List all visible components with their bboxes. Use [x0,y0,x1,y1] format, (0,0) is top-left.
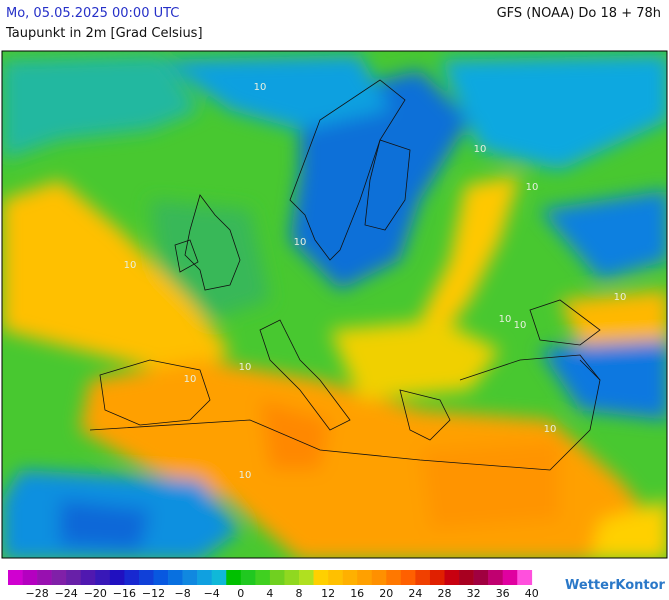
legend-swatch [95,570,111,585]
legend-swatch [226,570,242,585]
legend-tick-label: −24 [55,587,78,600]
legend-tick-label: 8 [296,587,303,600]
legend-tick-label: 32 [467,587,481,600]
legend-swatch [400,570,416,585]
legend-tick-label: −16 [113,587,136,600]
contour-label: 10 [184,374,197,385]
datetime: Mo, 05.05.2025 00:00 UTC [6,6,180,21]
legend-swatch [197,570,212,585]
legend-swatch [459,570,474,585]
contour-label: 10 [474,144,487,155]
contour-label: 10 [526,182,539,193]
legend-tick-label: 16 [350,587,364,600]
legend-swatch [37,570,52,585]
legend-swatch [51,570,67,585]
legend-swatch [429,570,445,585]
legend-swatch [299,570,314,585]
legend-tick-label: 20 [379,587,393,600]
legend-swatch [109,570,125,585]
legend-tick-label: −12 [142,587,165,600]
contour-label: 10 [544,424,557,435]
contour-label: 10 [614,292,627,303]
contour-label: 10 [239,362,252,373]
contour-label: 10 [254,82,267,93]
legend-swatch [153,570,169,585]
legend-swatch [488,570,503,585]
legend-tick-label: 4 [266,587,273,600]
legend-swatch [473,570,489,585]
legend-swatch [371,570,387,585]
legend-tick-label: 36 [496,587,510,600]
model-run: GFS (NOAA) Do 18 + 78h [496,6,661,21]
legend-swatch [357,570,373,585]
legend-swatch [138,570,154,585]
legend-swatch [211,570,227,585]
legend-tick-label: 24 [408,587,422,600]
contour-label: 10 [294,237,307,248]
legend-tick-label: 28 [438,587,452,600]
legend-tick-label: 0 [237,587,244,600]
legend-swatch [240,570,256,585]
legend-tick-label: −20 [84,587,107,600]
legend-tick-label: 12 [321,587,335,600]
legend-tick-label: −8 [174,587,190,600]
map-frame [1,50,668,559]
legend-swatch [269,570,285,585]
legend-swatch [284,570,300,585]
contour-label: 10 [124,260,137,271]
legend-swatch [22,570,38,585]
legend-swatch [124,570,140,585]
legend: −28 −24 −20 −16 −12 −8 −4 0 4 8 12 16 20 24 28 32 36 40 We… [8,570,666,600]
legend-swatch [168,570,183,585]
contour-label: 10 [239,470,252,481]
legend-swatch [328,570,343,585]
legend-swatch [255,570,271,585]
legend-swatch [66,570,82,585]
legend-swatch [80,570,96,585]
legend-tick-label: 40 [525,587,539,600]
contour-label: 10 [499,314,512,325]
logo: WetterKontor [565,578,666,593]
legend-tick-label: −28 [25,587,48,600]
legend-swatch [415,570,431,585]
legend-swatch [8,570,23,585]
legend-swatch [342,570,358,585]
legend-swatch [444,570,460,585]
coastlines [89,79,601,471]
contour-label: 10 [514,320,527,331]
legend-swatch [517,570,533,585]
legend-tick-label: −4 [204,587,220,600]
legend-swatch [313,570,329,585]
parameter: Taupunkt in 2m [Grad Celsius] [6,26,203,41]
legend-swatch [182,570,198,585]
legend-swatch [386,570,402,585]
legend-swatch [502,570,518,585]
